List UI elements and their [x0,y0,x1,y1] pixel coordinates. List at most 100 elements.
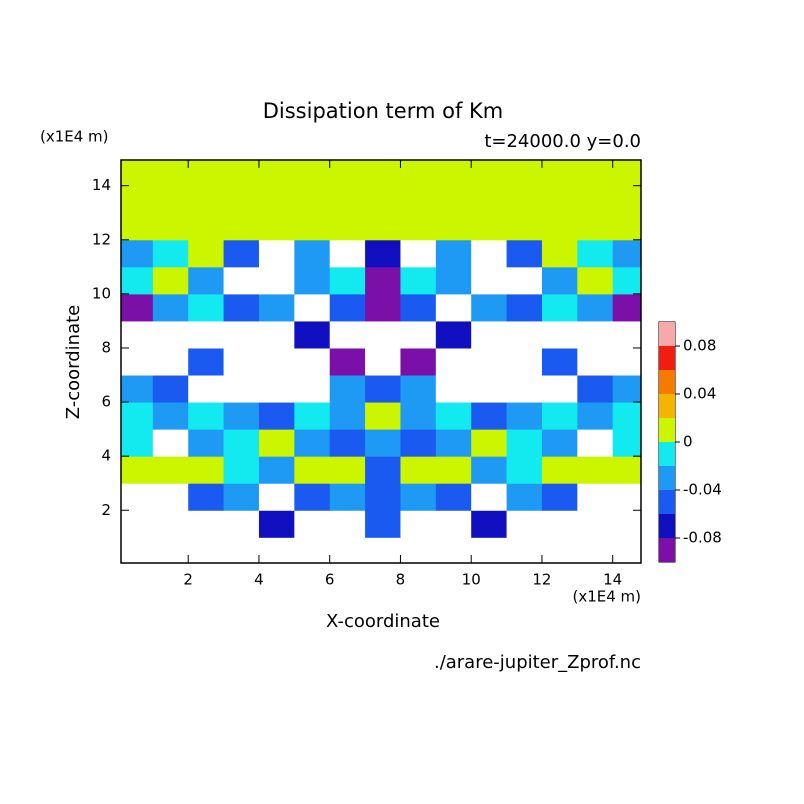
colorbar-tick-label: -0.04 [683,481,722,499]
cell [188,347,225,376]
cell [577,239,614,268]
cell [121,212,154,241]
chart-title: Dissipation term of Km [263,99,504,123]
cell [435,429,472,457]
cell [471,212,508,241]
cell [577,293,614,322]
cell [612,347,641,376]
cell [577,456,614,484]
cell [577,266,614,295]
cell [188,320,225,349]
cell [329,510,366,538]
cell [329,429,366,457]
cell [121,510,154,538]
cell [365,320,401,349]
plot-frame [120,159,642,564]
cell [435,212,472,241]
cell [152,293,189,322]
cell [365,510,401,538]
cell [400,537,437,563]
cell [506,347,543,376]
x-tick-label: 2 [183,571,193,589]
cell [577,160,614,187]
cell [365,537,401,563]
cell [400,375,437,403]
colorbar-segment [659,490,675,514]
cell [188,293,225,322]
cell [188,429,225,457]
cell [400,347,437,376]
cell [435,185,472,214]
cell [121,402,154,430]
cell [612,185,641,214]
cell [294,293,331,322]
cell [577,212,614,241]
cell [329,212,366,241]
cell [258,293,295,322]
cell [329,483,366,511]
cell [435,456,472,484]
cell [223,293,260,322]
cell [121,347,154,376]
cell [471,402,508,430]
cell [400,429,437,457]
cell [258,160,295,187]
cell [400,160,437,187]
cell [541,293,578,322]
cell [506,483,543,511]
colorbar-tick-label: -0.08 [683,529,722,547]
cell [121,483,154,511]
x-tick-label: 12 [532,571,551,589]
cell [435,375,472,403]
cell [152,429,189,457]
cell [329,375,366,403]
cell [435,239,472,268]
cell [471,537,508,563]
cell [294,483,331,511]
cell [612,429,641,457]
cell [223,239,260,268]
cell [294,266,331,295]
colorbar-segment [659,466,675,490]
cell [612,483,641,511]
cell [506,456,543,484]
cell [365,266,401,295]
y-tick-label: 4 [101,447,111,465]
cell [506,320,543,349]
y-tick-label: 6 [101,393,111,411]
cell [294,185,331,214]
cell [365,212,401,241]
cell [400,185,437,214]
cell [577,347,614,376]
cell [223,212,260,241]
cell [188,402,225,430]
cell [329,347,366,376]
cell [471,510,508,538]
cell [258,483,295,511]
cell [612,320,641,349]
cell [329,456,366,484]
colorbar-tick-label: 0.04 [683,385,716,403]
cell [294,510,331,538]
cell [612,510,641,538]
cell [121,456,154,484]
cell [121,239,154,268]
cell [294,347,331,376]
cell [612,402,641,430]
cell [223,483,260,511]
cell [577,510,614,538]
cell [541,160,578,187]
cell [188,537,225,563]
cell [365,375,401,403]
cell [400,266,437,295]
cell [400,212,437,241]
cell [577,320,614,349]
cell [294,212,331,241]
cell [365,185,401,214]
cell [506,402,543,430]
cell [329,160,366,187]
cell [152,239,189,268]
cell [121,537,154,563]
cell [506,185,543,214]
cell [152,212,189,241]
